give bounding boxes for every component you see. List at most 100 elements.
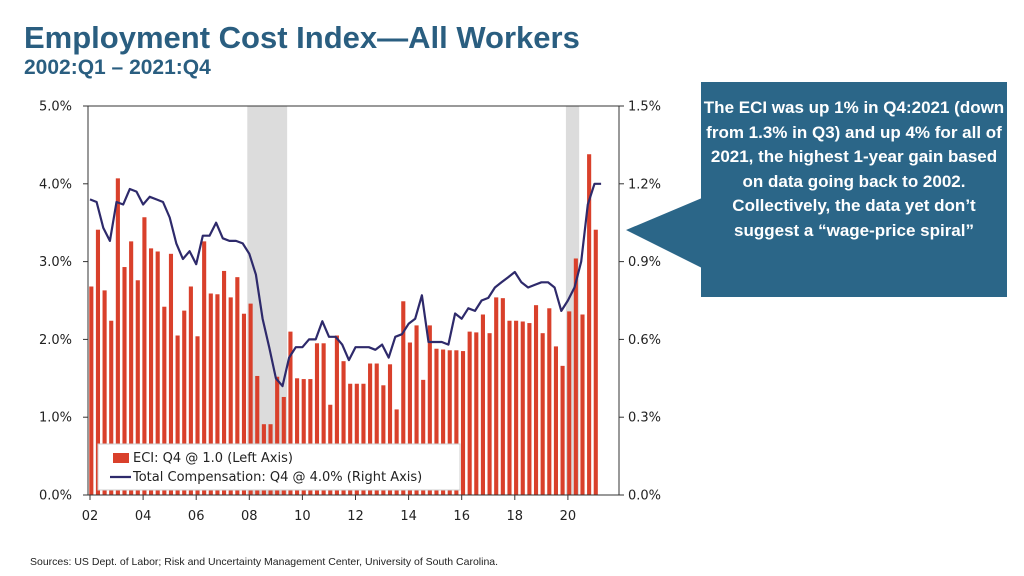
x-axis-tick-label: 18 — [507, 509, 524, 524]
eci-bar — [381, 385, 386, 495]
x-axis-tick-label: 06 — [188, 509, 205, 524]
eci-bar — [129, 241, 134, 495]
x-axis-tick-label: 10 — [294, 509, 311, 524]
legend-label-eci: ECI: Q4 @ 1.0 (Left Axis) — [133, 451, 293, 466]
eci-bar — [142, 217, 147, 495]
eci-bar — [135, 280, 140, 495]
eci-bar — [255, 375, 260, 495]
chart-title: Employment Cost Index—All Workers — [24, 20, 580, 55]
left-axis-tick-label: 1.0% — [39, 411, 72, 426]
x-axis-tick-label: 08 — [241, 509, 258, 524]
eci-bar — [301, 379, 306, 495]
eci-bar — [275, 376, 280, 495]
eci-bar — [374, 363, 379, 495]
x-axis-tick-label: 16 — [453, 509, 470, 524]
left-axis-tick-label: 5.0% — [39, 100, 72, 115]
eci-bar — [248, 303, 253, 495]
x-axis-tick-label: 14 — [400, 509, 417, 524]
eci-bar — [321, 343, 326, 495]
eci-bar — [467, 331, 472, 495]
eci-bar — [334, 335, 339, 495]
eci-bar — [414, 325, 419, 495]
eci-bar — [195, 336, 200, 495]
eci-bar — [109, 320, 114, 495]
eci-bar — [514, 320, 519, 495]
left-axis-tick-label: 2.0% — [39, 333, 72, 348]
eci-bar — [122, 267, 127, 495]
eci-bar — [148, 248, 154, 495]
left-axis-tick-label: 4.0% — [39, 177, 72, 192]
eci-bar — [241, 313, 247, 495]
right-axis-tick-label: 0.6% — [628, 333, 661, 348]
eci-bar — [454, 350, 459, 495]
chart-axes: 0.0% 1.0% 2.0% 3.0% 4.0% 5.0% 0.0% 0.3% 0.6% 0.9%… — [39, 100, 661, 525]
eci-bar — [341, 361, 346, 495]
eci-bar — [593, 229, 598, 495]
eci-bar — [527, 323, 532, 495]
chart-subtitle: 2002:Q1 – 2021:Q4 — [24, 56, 211, 79]
right-axis-tick-label: 0.9% — [628, 255, 661, 270]
source-note: Sources: US Dept. of Labor; Risk and Unc… — [30, 556, 499, 568]
eci-bar — [115, 178, 120, 495]
plot-frame — [87, 105, 620, 496]
eci-bar — [387, 364, 393, 495]
eci-bar — [368, 363, 373, 495]
eci-bar — [567, 311, 572, 495]
eci-bar — [308, 379, 313, 495]
right-axis-tick-label: 1.2% — [628, 177, 661, 192]
eci-bar — [460, 351, 466, 495]
eci-bar — [348, 383, 353, 495]
eci-bar — [354, 383, 359, 495]
callout-pointer — [626, 198, 702, 268]
right-axis-tick-label: 0.0% — [628, 489, 661, 504]
x-axis-tick-label: 20 — [560, 509, 577, 524]
eci-bar — [447, 350, 452, 495]
eci-bar — [533, 305, 539, 495]
eci-bar — [560, 365, 565, 495]
left-axis-tick-label: 0.0% — [39, 489, 72, 504]
eci-bar — [507, 320, 512, 495]
eci-bar — [168, 253, 174, 495]
eci-bar — [361, 383, 366, 495]
eci-bar — [573, 258, 578, 495]
eci-bar — [407, 342, 412, 495]
eci-bar — [162, 306, 167, 495]
callout-text: The ECI was up 1% in Q4:2021 (down from … — [703, 98, 1005, 240]
x-axis-tick-label: 12 — [347, 509, 364, 524]
eci-bar — [222, 270, 227, 495]
eci-bar — [487, 333, 492, 495]
eci-bar — [587, 154, 592, 495]
eci-bar — [520, 321, 525, 495]
eci-bar — [547, 308, 552, 495]
eci-bar — [480, 314, 485, 495]
x-axis-tick-label: 02 — [82, 509, 99, 524]
left-axis-tick-label: 3.0% — [39, 255, 72, 270]
eci-bar — [427, 325, 432, 495]
chart-legend: ECI: Q4 @ 1.0 (Left Axis) Total Compensat… — [97, 443, 461, 491]
eci-bar — [228, 297, 233, 495]
eci-bar — [208, 293, 213, 495]
eci-bar — [175, 335, 180, 495]
eci-bar — [540, 333, 545, 495]
eci-bar — [235, 277, 240, 495]
eci-bar — [288, 331, 293, 495]
eci-bar — [580, 314, 585, 495]
total-compensation-series-line — [89, 182, 602, 388]
eci-bar — [441, 349, 446, 495]
eci-bar — [155, 251, 160, 495]
eci-bar — [434, 348, 439, 495]
eci-bar — [500, 298, 505, 495]
right-axis-tick-label: 0.3% — [628, 411, 661, 426]
eci-bar — [474, 332, 479, 495]
eci-bar — [102, 290, 107, 495]
eci-bar — [314, 343, 320, 495]
eci-bar — [215, 294, 220, 495]
eci-bar — [89, 286, 94, 495]
callout-box: The ECI was up 1% in Q4:2021 (down from … — [701, 82, 1007, 297]
eci-bar — [188, 286, 193, 495]
legend-swatch-eci — [113, 453, 129, 463]
eci-bar — [494, 297, 499, 495]
eci-bar — [421, 379, 426, 495]
eci-bar — [202, 241, 207, 495]
